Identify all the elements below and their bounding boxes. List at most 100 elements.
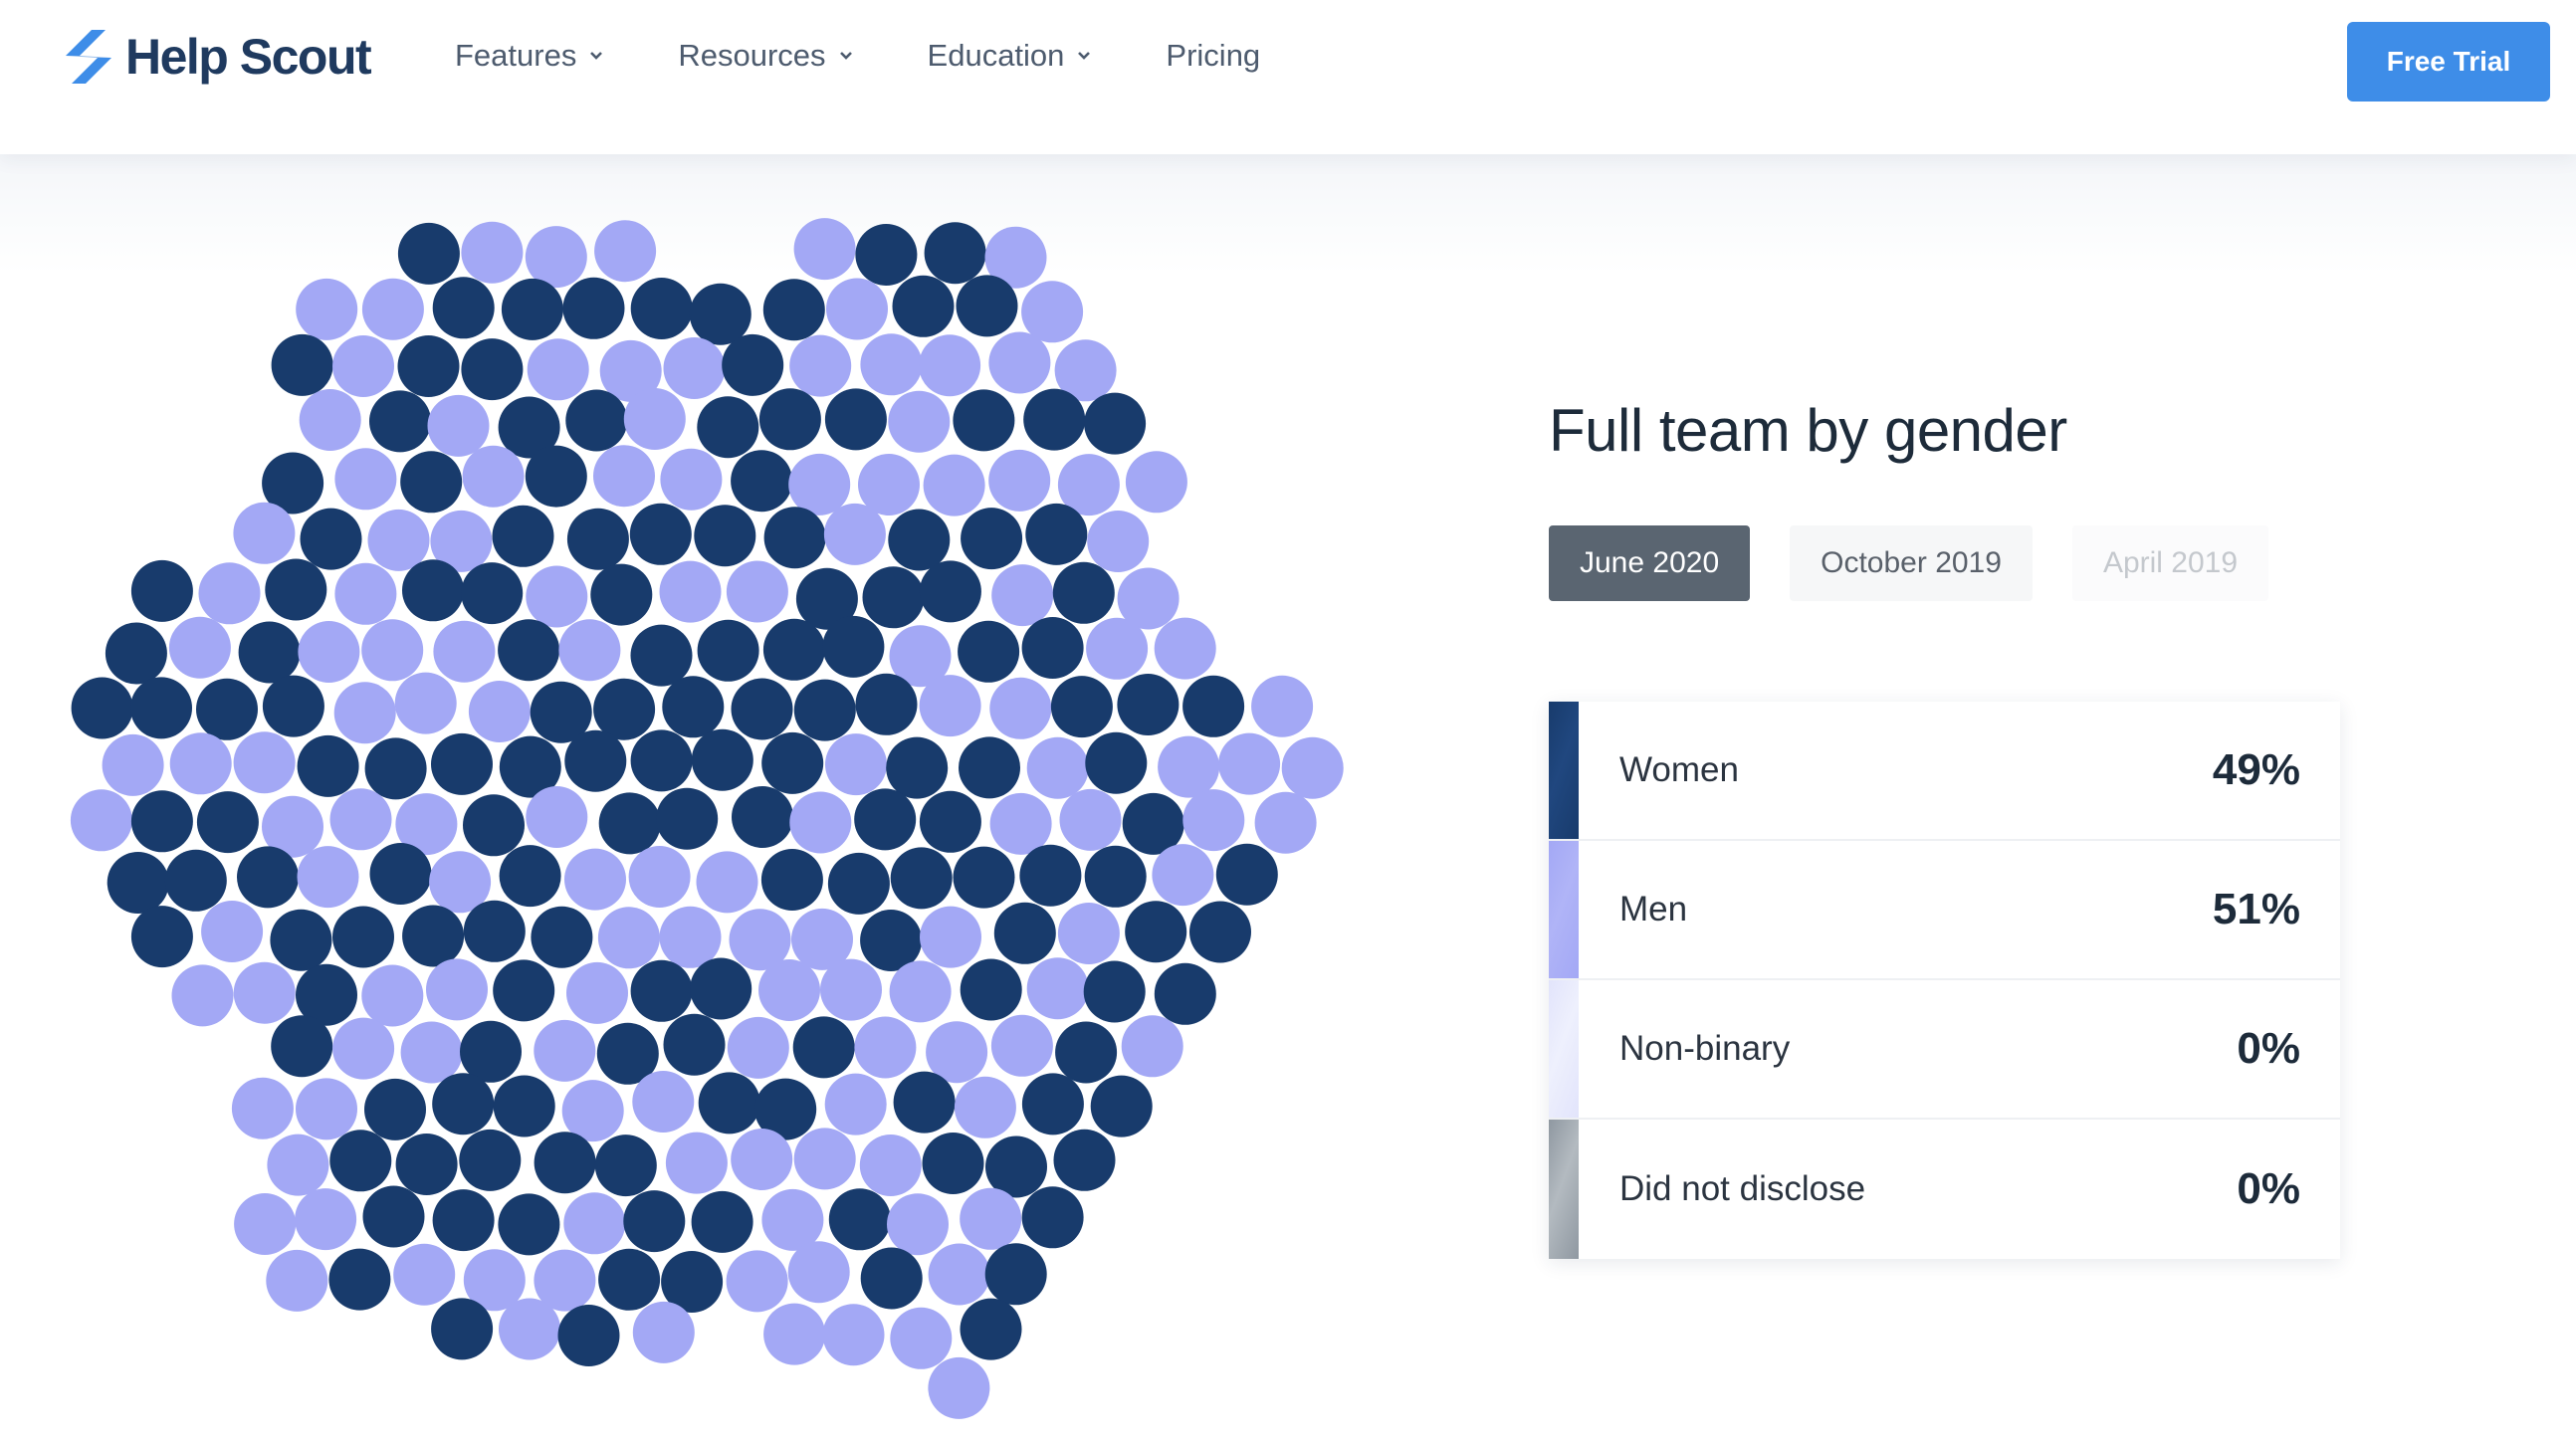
tab-june-2020[interactable]: June 2020 bbox=[1549, 525, 1751, 601]
person-dot bbox=[361, 964, 424, 1027]
person-dot bbox=[761, 1188, 824, 1251]
tab-october-2019[interactable]: October 2019 bbox=[1790, 525, 2033, 601]
person-dot bbox=[196, 678, 258, 740]
person-dot bbox=[926, 1021, 988, 1084]
person-dot bbox=[922, 1133, 984, 1194]
person-dot bbox=[860, 1247, 923, 1310]
person-dot bbox=[525, 445, 587, 508]
nav-item-education[interactable]: Education bbox=[928, 38, 1093, 74]
person-dot bbox=[201, 901, 264, 962]
person-dot bbox=[299, 389, 361, 451]
person-dot bbox=[1218, 732, 1281, 795]
person-dot bbox=[825, 733, 887, 796]
chevron-down-icon bbox=[839, 52, 852, 60]
person-dot bbox=[1021, 281, 1084, 343]
person-dot bbox=[461, 562, 524, 625]
person-dot bbox=[593, 678, 656, 740]
person-dot bbox=[988, 449, 1051, 512]
person-dot bbox=[698, 1072, 760, 1135]
person-dot bbox=[300, 508, 362, 570]
person-dot bbox=[960, 1298, 1022, 1360]
person-dot bbox=[862, 566, 925, 629]
person-dot bbox=[763, 1303, 826, 1365]
person-dot bbox=[892, 275, 955, 337]
person-dot bbox=[196, 791, 259, 854]
row-value: 0% bbox=[2237, 1024, 2300, 1073]
tab-april-2019[interactable]: April 2019 bbox=[2071, 525, 2269, 601]
person-dot bbox=[534, 1132, 596, 1194]
person-dot bbox=[690, 957, 752, 1020]
person-dot bbox=[530, 681, 592, 743]
person-dot bbox=[1055, 1021, 1118, 1084]
person-dot bbox=[823, 503, 886, 565]
person-dot bbox=[888, 390, 951, 453]
person-dot bbox=[593, 445, 655, 508]
person-dot bbox=[498, 396, 560, 459]
person-dot bbox=[596, 1022, 659, 1085]
person-dot bbox=[697, 396, 759, 459]
person-dot bbox=[919, 560, 981, 623]
person-dot bbox=[459, 1129, 522, 1191]
person-dot bbox=[1057, 903, 1120, 964]
person-dot bbox=[727, 1016, 789, 1079]
free-trial-button[interactable]: Free Trial bbox=[2347, 22, 2550, 102]
person-dot bbox=[233, 731, 296, 794]
person-dot bbox=[594, 1135, 657, 1197]
person-dot bbox=[1084, 845, 1147, 908]
person-dot bbox=[824, 1073, 887, 1135]
nav-item-resources[interactable]: Resources bbox=[678, 38, 853, 74]
person-dot bbox=[793, 1128, 856, 1190]
row-value: 0% bbox=[2237, 1164, 2300, 1213]
person-dot bbox=[689, 283, 751, 345]
nav-item-features[interactable]: Features bbox=[455, 38, 604, 74]
person-dot bbox=[564, 848, 626, 911]
person-dot bbox=[369, 843, 432, 905]
person-dot bbox=[663, 337, 726, 399]
main-nav: Features Resources Education Pricing bbox=[455, 38, 1334, 74]
site-header: Help Scout Features Resources Education … bbox=[0, 0, 2576, 154]
person-dot bbox=[164, 849, 227, 912]
person-dot bbox=[919, 790, 981, 853]
person-dot bbox=[394, 672, 457, 734]
person-dot bbox=[988, 331, 1051, 394]
person-dot bbox=[1052, 561, 1115, 624]
person-dot bbox=[791, 908, 853, 970]
person-dot bbox=[298, 621, 360, 683]
row-label: Non-binary bbox=[1619, 1029, 1791, 1068]
person-dot bbox=[231, 1077, 294, 1139]
row-value: 49% bbox=[2212, 745, 2300, 794]
help-scout-logo-icon bbox=[66, 30, 111, 84]
person-dot bbox=[860, 910, 923, 971]
person-dot bbox=[920, 906, 981, 968]
person-dot bbox=[1117, 674, 1180, 735]
brand-name: Help Scout bbox=[125, 29, 372, 85]
person-dot bbox=[237, 846, 299, 909]
person-dot bbox=[793, 679, 856, 741]
person-dot bbox=[1059, 788, 1122, 851]
person-dot bbox=[332, 906, 394, 968]
person-dot bbox=[722, 333, 784, 396]
person-dot bbox=[534, 1249, 596, 1312]
person-dot bbox=[923, 454, 985, 516]
person-dot bbox=[461, 221, 524, 284]
person-dot bbox=[928, 1356, 990, 1419]
person-dot bbox=[924, 222, 986, 285]
person-dot bbox=[501, 278, 563, 340]
person-dot bbox=[1281, 736, 1344, 799]
nav-item-pricing[interactable]: Pricing bbox=[1166, 38, 1260, 74]
chevron-down-icon bbox=[590, 52, 603, 60]
person-dot bbox=[623, 388, 686, 450]
person-dot bbox=[130, 906, 193, 968]
men-color-swatch bbox=[1549, 841, 1579, 978]
person-dot bbox=[993, 902, 1056, 964]
person-dot bbox=[630, 729, 693, 792]
row-value: 51% bbox=[2212, 885, 2300, 933]
person-dot bbox=[1125, 901, 1187, 963]
help-scout-logo[interactable]: Help Scout bbox=[62, 26, 372, 88]
person-dot bbox=[563, 1192, 626, 1255]
person-dot bbox=[1152, 844, 1214, 907]
person-dot bbox=[328, 1248, 391, 1311]
person-dot bbox=[430, 510, 493, 572]
person-dot bbox=[334, 562, 397, 625]
nav-item-label: Resources bbox=[678, 38, 826, 73]
